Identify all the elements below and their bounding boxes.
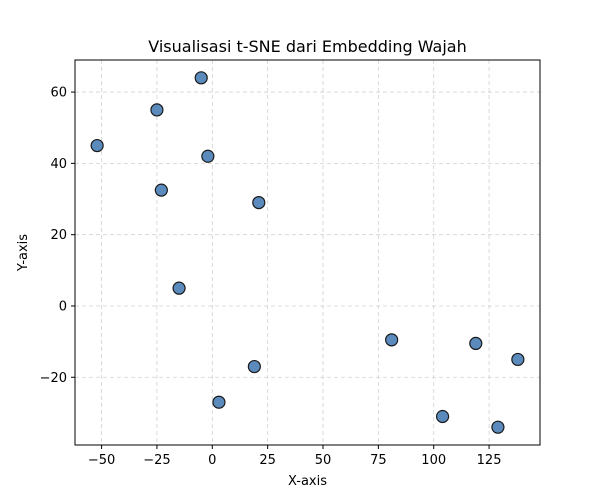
x-tick-label: 25 [259, 453, 276, 468]
point-layer [90, 71, 525, 434]
x-tick-label: 0 [208, 453, 216, 468]
scatter-point [150, 103, 164, 117]
scatter-point [511, 352, 525, 367]
scatter-point [491, 420, 505, 434]
scatter-point [252, 195, 266, 210]
x-tick-label: 50 [315, 453, 332, 468]
x-tick-label: 125 [477, 453, 502, 468]
y-tick-label: 20 [50, 228, 67, 243]
scatter-point [247, 359, 261, 374]
y-tick-label: 0 [59, 299, 67, 314]
scatter-point [172, 281, 186, 295]
grid-layer [75, 60, 540, 445]
scatter-point [212, 395, 226, 409]
y-axis-label: Y-axis [16, 234, 31, 272]
plot-area-frame [74, 59, 541, 446]
y-tick-label: −20 [40, 371, 67, 386]
x-tick-label: −50 [88, 453, 115, 468]
x-tick-label: 100 [421, 453, 446, 468]
chart-title: Visualisasi t-SNE dari Embedding Wajah [148, 37, 466, 56]
tick-layer: −50 −25 0 25 50 75 100 125 −20 0 20 40 60 [40, 86, 502, 468]
x-tick-label: 75 [370, 453, 387, 468]
scatter-point [201, 149, 215, 163]
y-tick-label: 40 [50, 157, 67, 172]
scatter-point [469, 336, 483, 351]
x-axis-label: X-axis [288, 474, 327, 489]
scatter-point [154, 183, 168, 197]
scatter-point [194, 71, 208, 85]
scatter-point [90, 138, 104, 153]
x-tick-label: −25 [143, 453, 170, 468]
scatter-point [385, 333, 399, 347]
scatter-point [435, 409, 450, 424]
y-tick-label: 60 [50, 86, 67, 101]
